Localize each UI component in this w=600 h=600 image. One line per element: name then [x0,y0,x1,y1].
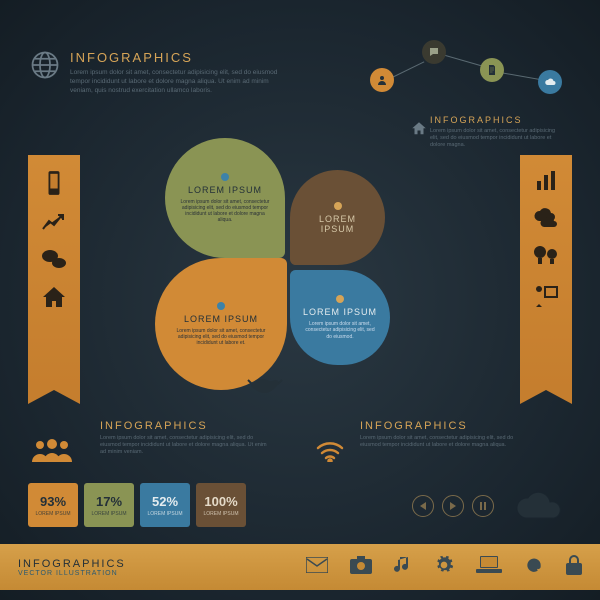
handshake-icon [245,370,285,401]
footer-music-icon [394,555,412,580]
footer-text: INFOGRAPHICS VECTOR ILLUSTRATION [18,558,126,577]
footer-laptop-icon [476,556,502,579]
footer-at-icon [524,555,544,580]
footer-gear-icon [434,555,454,580]
bottom-right-title: INFOGRAPHICS [360,420,520,432]
network-edge [500,72,542,80]
cloud-icon [512,490,566,527]
petal-figure: LOREM IPSUM Lorem ipsum dolor sit amet, … [155,150,415,410]
bottom-left-body: Lorem ipsum dolor sit amet, consectetur … [100,435,270,456]
stat-squares: 93% LOREM IPSUM 17% LOREM IPSUM 52% LOREM IPS… [28,483,246,527]
stat-sub: LOREM IPSUM [35,511,70,517]
petal-top-right: LOREM IPSUM [290,170,385,265]
stat-card: 52% LOREM IPSUM [140,483,190,527]
petal-label: LOREM IPSUM [184,314,258,324]
footer-subtitle: VECTOR ILLUSTRATION [18,570,126,577]
footer-mail-icon [306,557,328,578]
top-left-title: INFOGRAPHICS [70,50,280,65]
globe-icon [30,50,60,85]
network-node [480,58,504,82]
stat-card: 17% LOREM IPSUM [84,483,134,527]
petal-dot [336,295,344,303]
ribbon-right [520,155,572,390]
stat-pct: 100% [204,494,237,509]
top-right-block: INFOGRAPHICS Lorem ipsum dolor sit amet,… [430,115,560,149]
clouds-icon [520,207,572,229]
wifi-icon [315,438,345,467]
network-node [538,70,562,94]
petal-text: Lorem ipsum dolor sit amet, consectetur … [180,199,270,224]
media-play-button[interactable] [442,495,464,517]
stat-card: 93% LOREM IPSUM [28,483,78,527]
top-right-body: Lorem ipsum dolor sit amet, consectetur … [430,128,560,149]
network-edge [390,61,425,79]
footer-icons [306,555,582,580]
stat-sub: LOREM IPSUM [91,511,126,517]
trend-icon [28,211,80,233]
stat-pct: 93% [40,494,66,509]
stat-sub: LOREM IPSUM [203,511,238,517]
top-left-body: Lorem ipsum dolor sit amet, consectetur … [70,69,280,95]
media-buttons [412,495,494,517]
petal-text: Lorem ipsum dolor sit amet, consectetur … [176,328,266,347]
bubble-icon [28,247,80,271]
petal-label: LOREM IPSUM [302,214,373,234]
house-icon [410,120,428,143]
petal-bottom-right: LOREM IPSUM Lorem ipsum dolor sit amet, … [290,270,390,365]
stat-pct: 17% [96,494,122,509]
stat-card: 100% LOREM IPSUM [196,483,246,527]
bars-icon [520,169,572,193]
stat-sub: LOREM IPSUM [147,511,182,517]
bottom-right-body: Lorem ipsum dolor sit amet, consectetur … [360,435,520,449]
top-left-block: INFOGRAPHICS Lorem ipsum dolor sit amet,… [70,50,280,95]
home-icon [28,285,80,309]
footer-camera-icon [350,556,372,579]
bottom-left-block: INFOGRAPHICS Lorem ipsum dolor sit amet,… [100,420,270,456]
stat-pct: 52% [152,494,178,509]
petal-label: LOREM IPSUM [303,307,377,317]
petal-text: Lorem ipsum dolor sit amet, consectetur … [302,321,378,340]
network-diagram [370,40,570,110]
petal-label: LOREM IPSUM [188,185,262,195]
media-pause-button[interactable] [472,495,494,517]
network-node [422,40,446,64]
present-icon [520,283,572,307]
petal-dot [334,202,342,210]
petal-dot [221,173,229,181]
bottom-left-title: INFOGRAPHICS [100,420,270,432]
petal-top-left: LOREM IPSUM Lorem ipsum dolor sit amet, … [165,138,285,258]
people-icon [30,438,74,469]
footer-bar: INFOGRAPHICS VECTOR ILLUSTRATION [0,544,600,590]
bulbs-icon [520,243,572,269]
media-back-button[interactable] [412,495,434,517]
ribbon-left [28,155,80,390]
footer-lock-icon [566,555,582,580]
petal-dot [217,302,225,310]
footer-title: INFOGRAPHICS [18,558,126,570]
bottom-right-block: INFOGRAPHICS Lorem ipsum dolor sit amet,… [360,420,520,449]
network-node [370,68,394,92]
top-right-title: INFOGRAPHICS [430,115,560,125]
network-edge [442,54,485,67]
phone-icon [28,169,80,197]
